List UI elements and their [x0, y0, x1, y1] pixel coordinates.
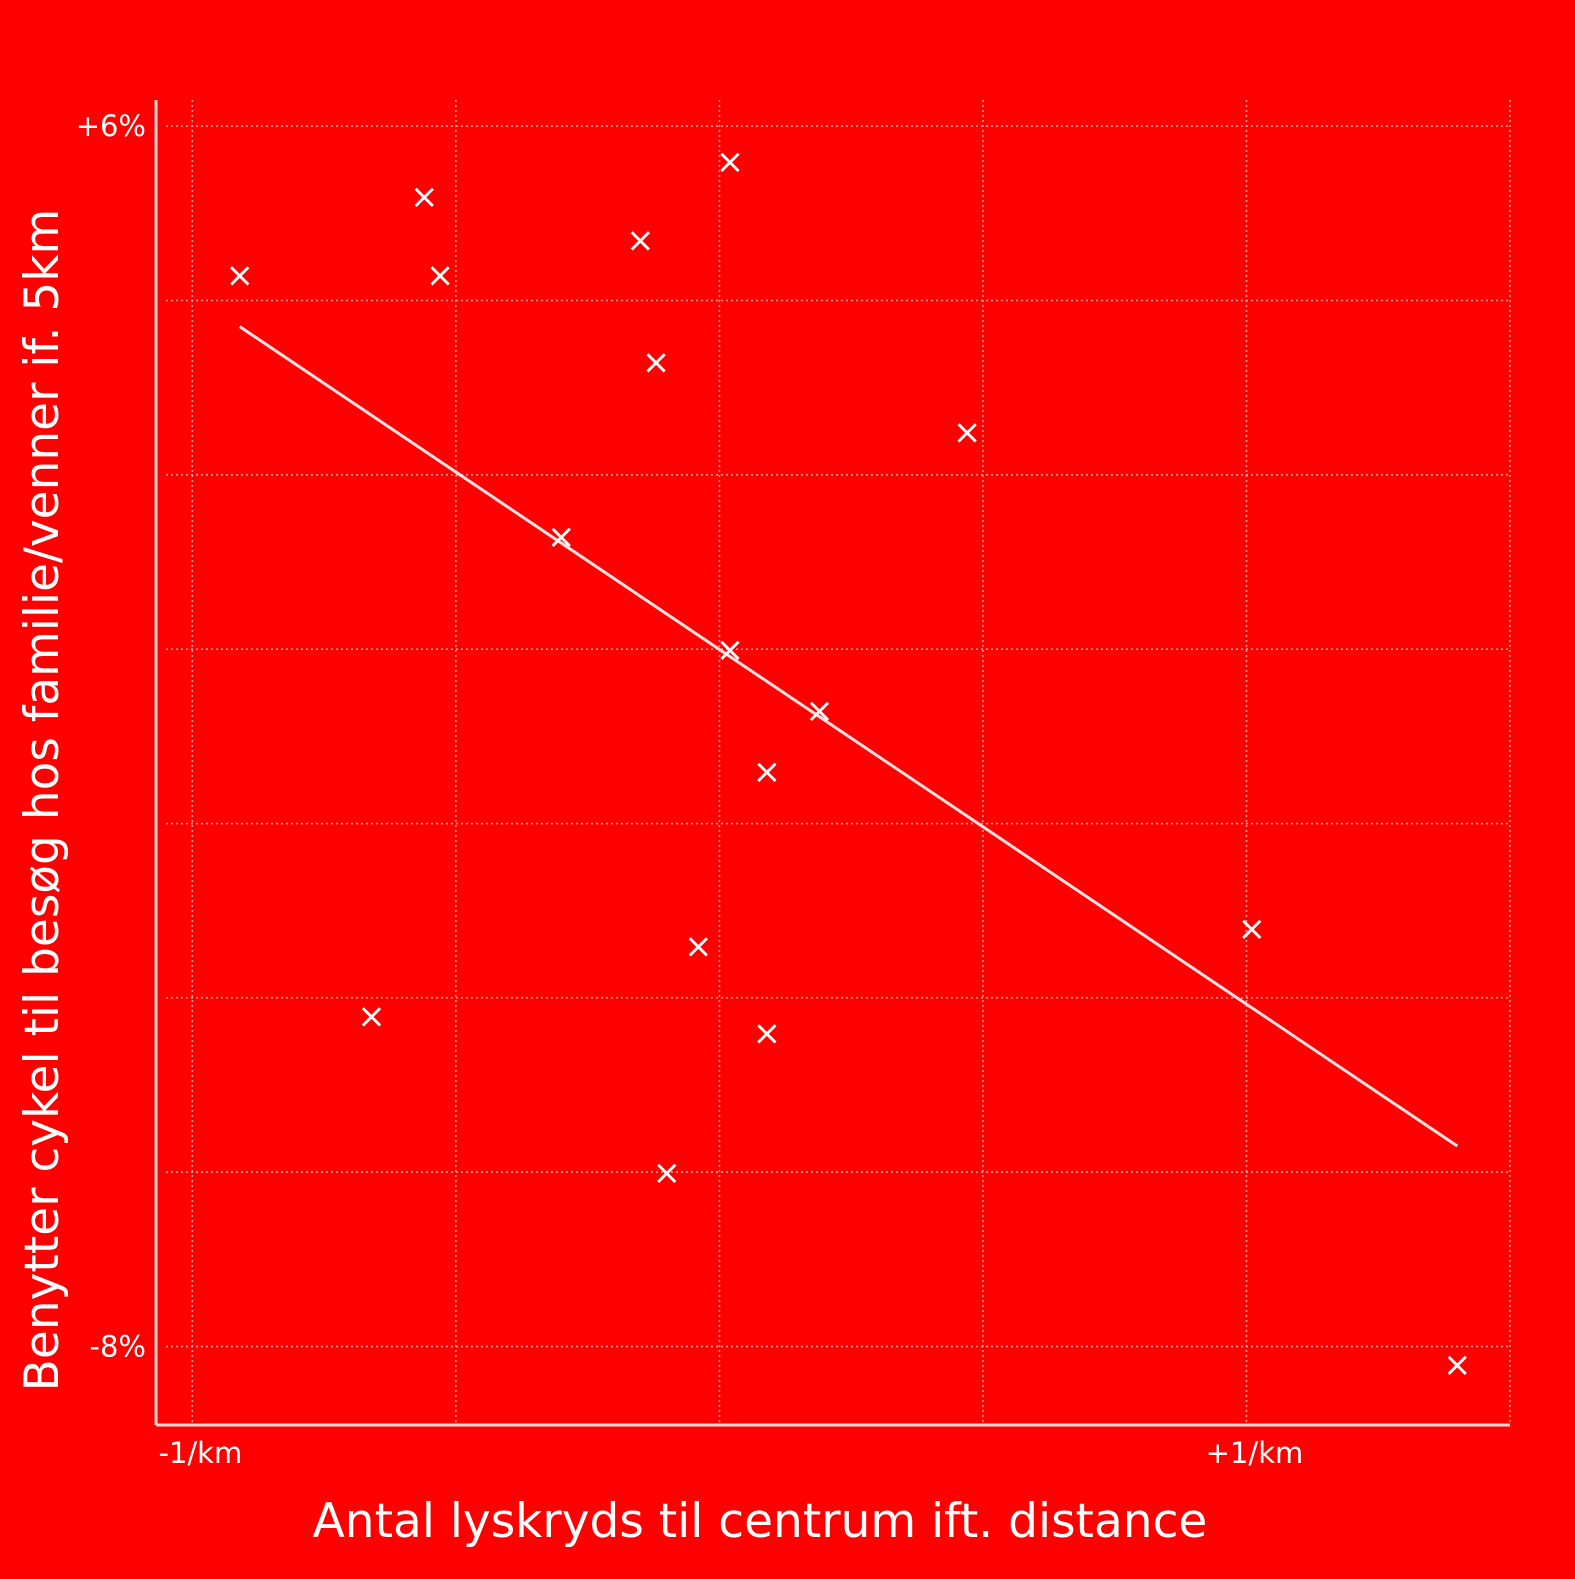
x-tick-label: +1/km	[1206, 1436, 1304, 1470]
data-point-marker: ×	[716, 630, 745, 670]
trendline	[238, 325, 1459, 1148]
data-point-marker: ×	[1237, 909, 1266, 949]
data-point-marker: ×	[426, 255, 455, 295]
grid-layer	[166, 100, 1511, 1425]
x-tick-label: -1/km	[158, 1436, 242, 1470]
data-point-marker: ×	[410, 177, 439, 217]
data-point-marker: ×	[684, 927, 713, 967]
data-point-marker: ×	[357, 996, 386, 1036]
data-point-marker: ×	[1443, 1345, 1472, 1385]
x-axis-title: Antal lyskryds til centrum ift. distance	[313, 1494, 1208, 1549]
trendline-layer	[238, 325, 1459, 1148]
data-point-marker: ×	[753, 1014, 782, 1054]
axis-layer	[154, 100, 1510, 1427]
data-point-marker: ×	[226, 255, 255, 295]
y-tick-label: +6%	[76, 109, 146, 143]
y-axis-title: Benytter cykel til besøg hos familie/ven…	[15, 209, 70, 1392]
y-tick-label: -8%	[90, 1330, 146, 1364]
data-point-marker: ×	[953, 412, 982, 452]
data-point-marker: ×	[716, 142, 745, 182]
data-point-marker: ×	[753, 752, 782, 792]
data-point-marker: ×	[626, 220, 655, 260]
tick-label-layer: -1/km +1/km +6% -8%	[76, 109, 1304, 1470]
data-point-marker: ×	[652, 1153, 681, 1193]
data-point-marker: ×	[805, 691, 834, 731]
data-point-marker: ×	[547, 517, 576, 557]
data-point-marker: ×	[642, 343, 671, 383]
data-point-layer: × × × × × × × × × × × × × × × × ×	[226, 142, 1472, 1385]
